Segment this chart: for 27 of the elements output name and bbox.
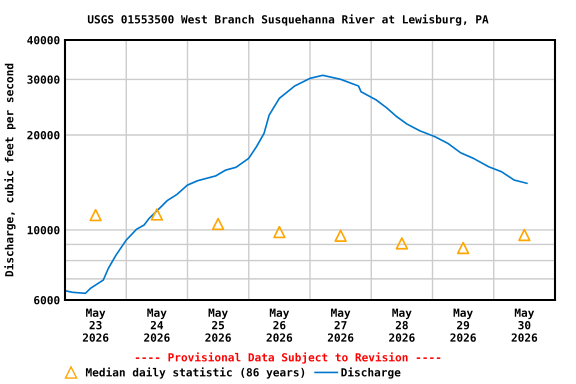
y-tick-label: 40000 — [27, 36, 60, 44]
legend-label: Median daily statistic (86 years) — [86, 367, 304, 379]
point — [212, 218, 224, 230]
point — [456, 242, 470, 254]
x-tick-label: May 25 2026 — [205, 308, 231, 342]
x-tick-label: May 29 2026 — [450, 308, 476, 342]
point — [273, 226, 286, 238]
x-tick-label: May 26 2026 — [266, 308, 292, 342]
point — [334, 230, 347, 242]
point — [89, 208, 102, 222]
legend-label: Discharge — [341, 367, 400, 379]
y-tick-label: 20000 — [27, 130, 60, 140]
chart-title: USGS 01553500 West Branch Susquehanna River at Lewisburg, PA — [88, 14, 489, 26]
x-tick-label: May 24 2026 — [144, 308, 170, 342]
x-tick-label: May 30 2026 — [512, 308, 538, 342]
text: ---- Provisional Data Subject to Revision ---- — [136, 352, 440, 364]
point — [150, 208, 164, 221]
x-tick-label: May 23 2026 — [82, 308, 108, 342]
y-axis-title: Discharge, cubic feet per second — [4, 64, 16, 276]
y-tick-label: 30000 — [27, 75, 60, 84]
y-tick-label: 10000 — [28, 226, 60, 234]
x-tick-label: May 28 2026 — [389, 308, 415, 342]
y-tick-label: 6000 — [34, 296, 60, 304]
x-tick-label: May 27 2026 — [328, 308, 354, 342]
line-series — [65, 74, 528, 294]
point — [518, 228, 531, 242]
point — [396, 237, 408, 250]
